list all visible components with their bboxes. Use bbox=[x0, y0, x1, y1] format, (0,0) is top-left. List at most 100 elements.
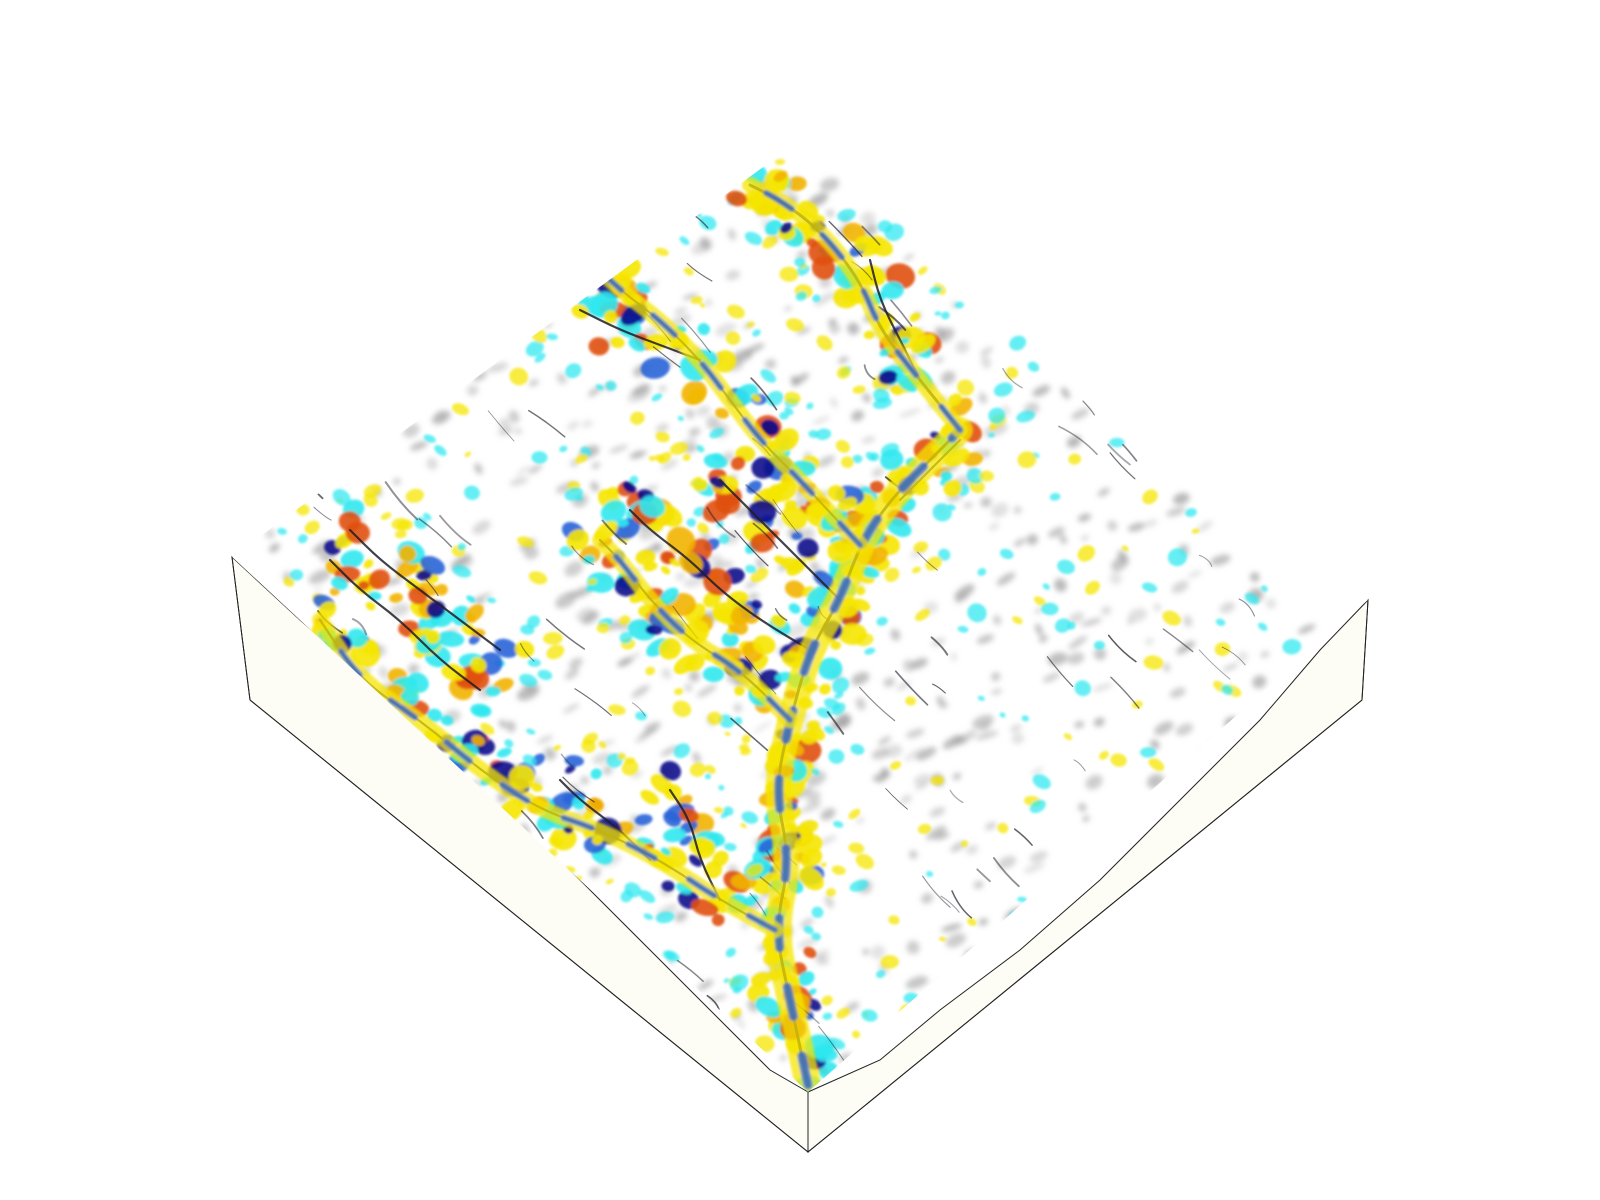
curvature-blob bbox=[517, 536, 534, 548]
curvature-blob bbox=[1121, 545, 1129, 552]
curvature-blob bbox=[831, 865, 846, 875]
rill-groove bbox=[940, 895, 960, 913]
curvature-blob bbox=[639, 889, 656, 904]
shade-speckle bbox=[775, 516, 784, 529]
rill-groove bbox=[917, 551, 938, 571]
shade-speckle bbox=[264, 528, 276, 540]
curvature-blob bbox=[779, 266, 799, 282]
rill-groove bbox=[1107, 634, 1137, 663]
curvature-blob bbox=[803, 946, 817, 959]
rill-groove bbox=[774, 608, 788, 621]
curvature-blob bbox=[999, 548, 1014, 560]
shade-speckle bbox=[1145, 638, 1154, 645]
shade-speckle bbox=[978, 918, 989, 926]
curvature-blob bbox=[648, 455, 656, 462]
shade-speckle bbox=[764, 359, 777, 370]
curvature-blob bbox=[852, 454, 863, 464]
curvature-blob bbox=[811, 906, 824, 918]
curvature-blob bbox=[699, 215, 717, 231]
shade-speckle bbox=[1074, 721, 1085, 728]
rill-groove bbox=[922, 875, 951, 908]
curvature-blob bbox=[297, 534, 308, 544]
curvature-blob bbox=[1009, 335, 1027, 351]
curvature-blob bbox=[509, 367, 529, 386]
shade-speckle bbox=[609, 445, 628, 454]
curvature-blob bbox=[795, 291, 807, 301]
curvature-blob bbox=[663, 827, 687, 843]
shade-speckle bbox=[829, 323, 841, 334]
curvature-blob bbox=[730, 1007, 742, 1018]
rill-groove bbox=[1110, 676, 1140, 709]
curvature-blob bbox=[380, 512, 392, 520]
curvature-blob bbox=[723, 978, 730, 984]
curvature-blob bbox=[598, 741, 607, 749]
rill-groove bbox=[749, 892, 767, 917]
rill-groove bbox=[878, 306, 907, 331]
shade-speckle bbox=[997, 855, 1017, 870]
curvature-blob bbox=[457, 542, 466, 551]
shade-speckle bbox=[528, 379, 539, 387]
curvature-blob bbox=[509, 764, 535, 790]
shade-speckle bbox=[978, 392, 987, 404]
curvature-blob bbox=[1057, 559, 1075, 575]
rill-groove bbox=[863, 364, 876, 380]
rill-groove bbox=[885, 788, 908, 810]
shade-speckle bbox=[959, 729, 977, 743]
shade-speckle bbox=[941, 923, 963, 932]
curvature-blob bbox=[414, 517, 428, 530]
curvature-blob bbox=[673, 654, 697, 675]
shade-speckle bbox=[384, 577, 403, 586]
curvature-blob bbox=[911, 333, 936, 354]
shade-speckle bbox=[860, 211, 876, 226]
rill-groove bbox=[1162, 628, 1194, 653]
shade-speckle bbox=[991, 502, 1009, 518]
shade-speckle bbox=[855, 697, 866, 711]
shade-speckle bbox=[1153, 603, 1162, 612]
curvature-blob bbox=[849, 879, 869, 892]
curvature-blob bbox=[880, 955, 899, 969]
curvature-blob bbox=[441, 663, 466, 681]
curvature-blob bbox=[639, 495, 666, 518]
rill-groove bbox=[828, 220, 863, 257]
shade-speckle bbox=[981, 355, 991, 369]
rill-groove bbox=[384, 481, 419, 521]
shade-speckle bbox=[996, 572, 1016, 586]
curvature-blob bbox=[837, 497, 858, 512]
curvature-blob bbox=[363, 559, 374, 569]
shade-speckle bbox=[1032, 385, 1051, 397]
shade-speckle bbox=[905, 975, 929, 990]
curvature-blob bbox=[774, 671, 793, 683]
curvature-blob bbox=[391, 517, 410, 531]
curvature-blob bbox=[718, 784, 725, 791]
curvature-blob bbox=[530, 782, 543, 792]
curvature-blob bbox=[1257, 622, 1268, 631]
curvature-blob bbox=[565, 363, 582, 379]
channel-highlights bbox=[312, 177, 973, 1092]
curvature-blob bbox=[752, 329, 761, 337]
shade-speckle bbox=[1101, 606, 1112, 616]
terrain-surface bbox=[232, 140, 1368, 1092]
shade-speckle bbox=[1250, 572, 1260, 582]
curvature-blob bbox=[875, 970, 886, 979]
curvature-blob bbox=[546, 333, 558, 341]
curvature-blob bbox=[943, 479, 962, 497]
curvature-blob bbox=[1005, 366, 1019, 379]
curvature-blob bbox=[546, 644, 565, 660]
curvature-blob bbox=[452, 565, 472, 578]
curvature-blob bbox=[917, 823, 932, 834]
shade-speckle bbox=[955, 340, 970, 354]
curvature-blob bbox=[860, 566, 880, 579]
curvature-blob bbox=[745, 564, 757, 574]
shade-speckle bbox=[1031, 767, 1044, 775]
rill-groove bbox=[745, 484, 782, 515]
curvature-blob bbox=[346, 628, 368, 648]
shade-speckle bbox=[566, 420, 580, 431]
rill-groove bbox=[313, 506, 332, 521]
curvature-blob bbox=[1167, 548, 1187, 567]
curvature-blob bbox=[724, 842, 737, 851]
curvature-blob bbox=[816, 707, 832, 719]
shade-speckle bbox=[1111, 556, 1129, 572]
curvature-blob bbox=[740, 822, 747, 829]
curvature-blob bbox=[1054, 618, 1071, 633]
curvature-blob bbox=[688, 854, 703, 867]
